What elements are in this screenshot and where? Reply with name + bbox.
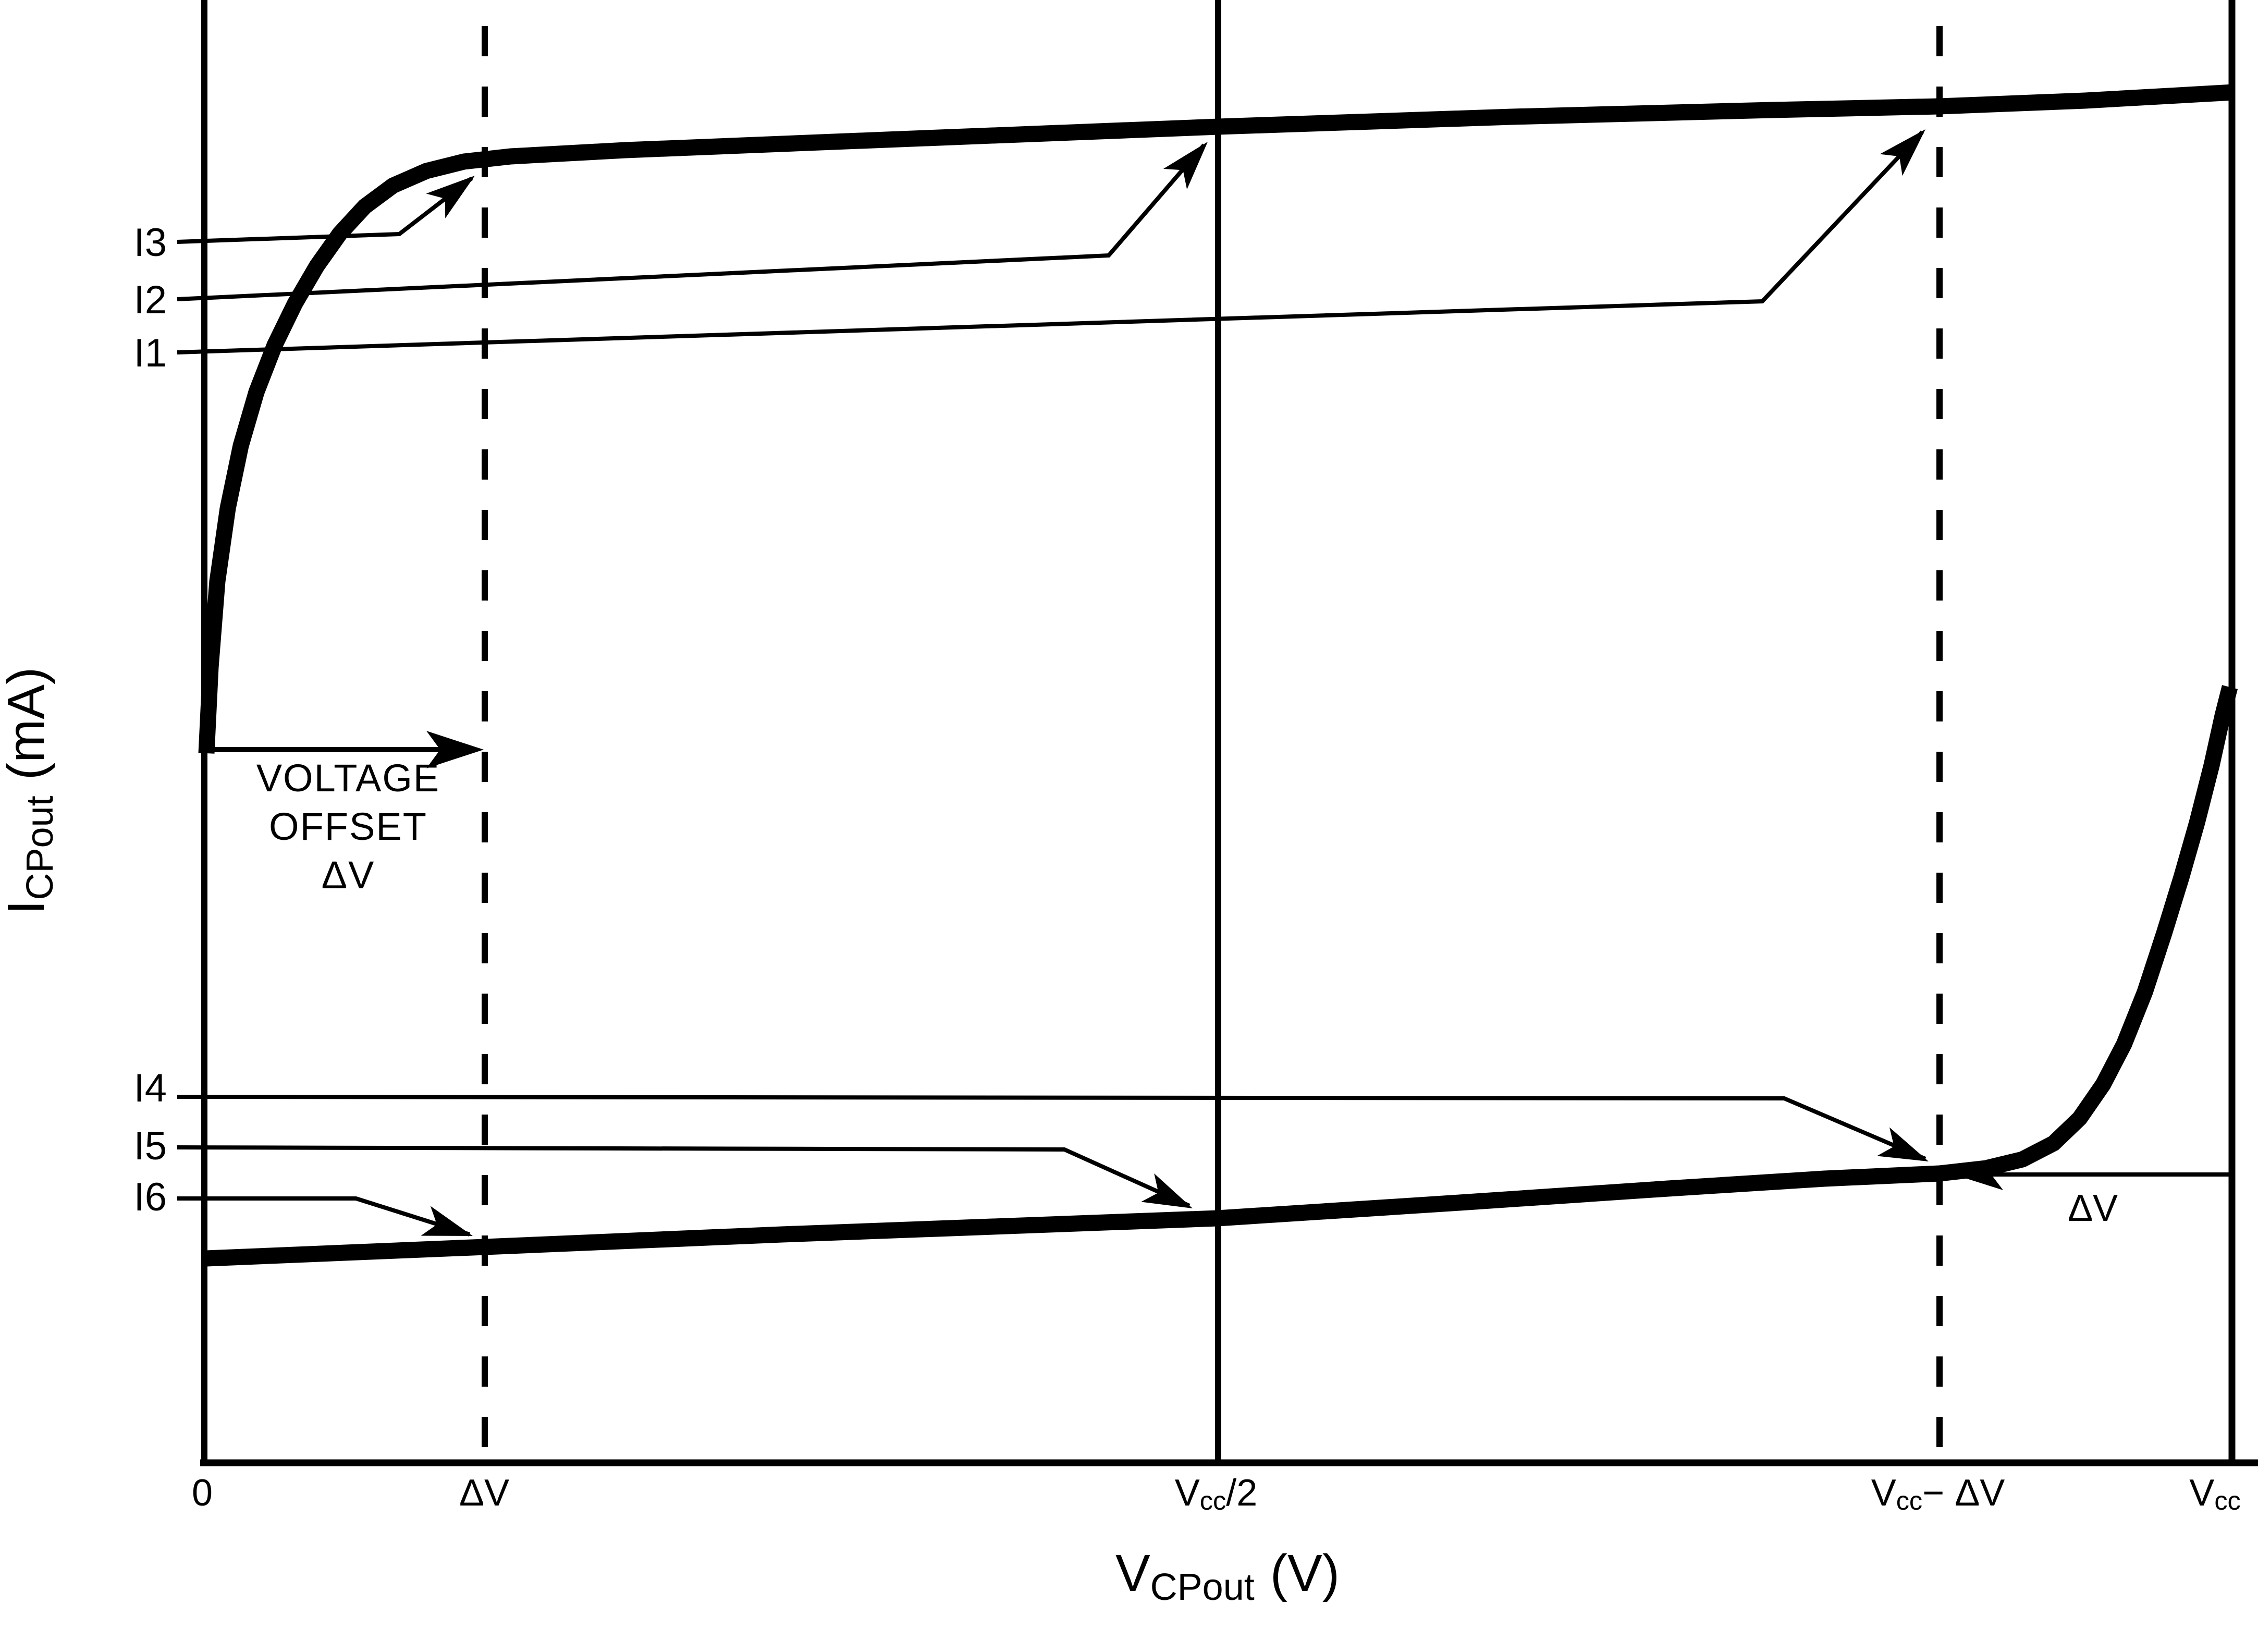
leader-i3	[177, 176, 473, 244]
x-tick-vcc-minus-dv-suffix: − ΔV	[1922, 1472, 2005, 1514]
x-axis-unit: (V)	[1270, 1544, 1340, 1602]
y-axis-unit: (mA)	[0, 667, 55, 780]
x-tick-vcc: Vcc	[2172, 1472, 2258, 1516]
y-axis-symbol: I	[0, 900, 55, 915]
arrowhead-i6	[421, 1206, 473, 1236]
x-axis-title: VCPout (V)	[1082, 1544, 1373, 1606]
x-tick-vcc-minus-dv: Vcc− ΔV	[1836, 1472, 2040, 1516]
leader-i6	[177, 1196, 471, 1237]
leader-i5	[177, 1145, 1191, 1208]
x-tick-vcc-half-subscript: cc	[1199, 1486, 1226, 1516]
x-tick-zero: 0	[181, 1474, 223, 1512]
x-tick-vcc-minus-dv-subscript: cc	[1896, 1486, 1923, 1516]
x-tick-vcc-half-symbol: V	[1174, 1472, 1200, 1514]
label-i1: I1	[133, 331, 167, 375]
upper-curve	[198, 84, 2234, 754]
arrowhead-i2	[1163, 142, 1208, 190]
x-tick-vcc-minus-dv-symbol: V	[1871, 1472, 1896, 1514]
arrowhead-i1	[1880, 129, 1925, 176]
y-axis-title: ICPout (mA)	[0, 608, 73, 973]
x-tick-vcc-half-suffix: /2	[1226, 1472, 1258, 1514]
x-tick-zero-text: 0	[191, 1472, 213, 1514]
leader-i4	[177, 1095, 1926, 1161]
label-i4: I4	[133, 1066, 167, 1110]
x-axis-symbol: V	[1115, 1544, 1150, 1602]
leader-i1	[177, 130, 1924, 354]
label-i2: I2	[133, 278, 167, 322]
arrowhead-i4	[1876, 1127, 1929, 1161]
x-tick-vcc-symbol: V	[2189, 1472, 2215, 1514]
voltage-offset-line1: VOLTAGE	[256, 756, 440, 800]
label-i3: I3	[133, 221, 167, 265]
leader-i2	[177, 143, 1206, 301]
delta-v-annotation: ΔV	[2067, 1188, 2118, 1229]
label-i6: I6	[133, 1175, 167, 1219]
arrowhead-i5	[1141, 1173, 1193, 1208]
arrowhead-voltage-offset	[426, 731, 484, 768]
arrowhead-delta-v	[1954, 1159, 2003, 1190]
x-tick-vcc-half: Vcc/2	[1146, 1472, 1286, 1516]
x-tick-delta-v-text: ΔV	[459, 1472, 510, 1514]
voltage-offset-annotation: VOLTAGE OFFSET ΔV	[239, 754, 458, 899]
label-i5: I5	[133, 1124, 167, 1168]
x-tick-vcc-subscript: cc	[2214, 1486, 2241, 1516]
arrowhead-i3	[426, 176, 475, 218]
voltage-offset-line3: ΔV	[321, 853, 375, 897]
lower-curve	[206, 685, 2238, 1267]
x-tick-delta-v: ΔV	[443, 1474, 526, 1512]
voltage-offset-line2: OFFSET	[269, 805, 427, 848]
y-axis-subscript: CPout	[19, 796, 62, 900]
x-axis-subscript: CPout	[1150, 1567, 1255, 1609]
